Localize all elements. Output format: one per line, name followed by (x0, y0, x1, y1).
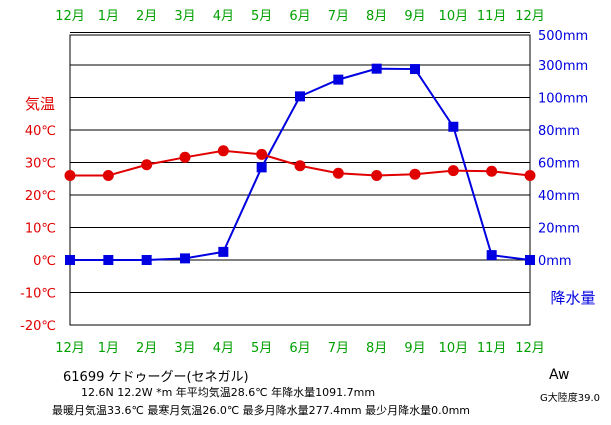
precip-axis-ticks: 500mm 300mm 100mm 80mm 60mm 40mm 20mm 0mm (538, 29, 588, 269)
plot-frame (69, 34, 531, 326)
month-label-bottom: 2月 (136, 341, 157, 356)
month-label-bottom: 3月 (174, 341, 195, 356)
top-month-labels: 12月 1月 2月 3月 4月 5月 6月 7月 8月 9月 10月 11月 12月 (55, 9, 545, 24)
month-label-bottom: 10月 (439, 341, 469, 356)
month-label-bottom: 6月 (289, 341, 310, 356)
temp-point (447, 165, 459, 177)
month-label-top: 2月 (136, 9, 157, 24)
precip-point (525, 255, 535, 265)
month-label-top: 8月 (366, 9, 387, 24)
month-label-top: 12月 (55, 9, 85, 24)
precip-point (65, 255, 75, 265)
month-label-top: 1月 (98, 9, 119, 24)
month-label-bottom: 7月 (328, 341, 349, 356)
temp-axis-ticks: 40℃ 30℃ 20℃ 10℃ 0℃ -10℃ -20℃ (20, 124, 56, 334)
temp-axis-title: 気温 (25, 95, 55, 113)
temp-point (294, 160, 306, 172)
temp-point (141, 159, 153, 171)
temp-tick-label: 20℃ (25, 189, 56, 204)
precip-point (141, 255, 152, 265)
month-label-top: 3月 (174, 9, 195, 24)
temp-point (217, 145, 229, 157)
temp-point (102, 170, 114, 181)
precip-tick-label: 40mm (538, 189, 580, 204)
temp-point (486, 165, 498, 177)
temp-tick-label: 10℃ (25, 222, 56, 237)
continentality-index: G大陸度39.0 (540, 393, 601, 404)
month-label-top: 7月 (328, 9, 349, 24)
temp-tick-label: 40℃ (25, 124, 56, 139)
series-layer (64, 63, 536, 265)
precip-tick-label: 100mm (538, 92, 588, 107)
precip-point (333, 74, 344, 85)
precip-point (218, 246, 229, 257)
precip-point (448, 121, 459, 132)
month-label-top: 12月 (515, 9, 545, 24)
temp-tick-label: -10℃ (20, 287, 56, 302)
temp-point (332, 167, 344, 179)
precip-tick-label: 0mm (538, 254, 572, 269)
temp-tick-label: 0℃ (33, 254, 56, 269)
precip-axis-title: 降水量 (550, 289, 595, 307)
precip-point (295, 91, 305, 102)
precip-point (486, 250, 497, 261)
precip-tick-label: 20mm (538, 222, 580, 237)
precip-tick-label: 80mm (538, 124, 580, 139)
month-label-bottom: 12月 (55, 341, 85, 356)
precip-tick-label: 500mm (538, 29, 588, 44)
temp-point (371, 170, 383, 181)
temp-tick-label: 30℃ (25, 157, 56, 172)
precip-point (371, 63, 382, 74)
month-label-top: 5月 (251, 9, 272, 24)
temp-point (524, 170, 536, 181)
month-label-top: 4月 (213, 9, 234, 24)
month-label-bottom: 9月 (404, 341, 425, 356)
month-label-bottom: 4月 (213, 341, 234, 356)
station-info-line2: 最暖月気温33.6℃ 最寒月気温26.0℃ 最多月降水量277.4mm 最少月降… (52, 404, 471, 417)
month-label-bottom: 8月 (366, 341, 387, 356)
precip-point (410, 64, 420, 75)
station-title: 61699 ケドゥーグー(セネガル) (63, 370, 249, 385)
precip-point (256, 162, 267, 173)
precip-point (180, 253, 190, 264)
month-label-top: 11月 (477, 9, 507, 24)
temp-point (179, 151, 191, 163)
month-label-top: 9月 (404, 9, 425, 24)
month-label-bottom: 12月 (515, 341, 545, 356)
precip-tick-label: 60mm (538, 157, 580, 172)
grid (69, 32, 531, 326)
month-label-bottom: 1月 (98, 341, 119, 356)
bottom-month-labels: 12月 1月 2月 3月 4月 5月 6月 7月 8月 9月 10月 11月 12月 (55, 341, 545, 356)
temp-point (256, 148, 268, 160)
climate-code: Aw (549, 367, 570, 383)
station-info-line1: 12.6N 12.2W *m 年平均気温28.6℃ 年降水量1091.7mm (81, 386, 376, 399)
precip-tick-label: 300mm (538, 59, 588, 74)
month-label-bottom: 11月 (477, 341, 507, 356)
climate-chart: 12月 1月 2月 3月 4月 5月 6月 7月 8月 9月 10月 11月 12月 12月 1月 2月 3月… (20, 9, 595, 356)
month-label-bottom: 5月 (251, 341, 272, 356)
precip-point (103, 255, 114, 265)
temp-point (409, 168, 421, 180)
month-label-top: 10月 (439, 9, 469, 24)
temp-point (64, 170, 76, 181)
temp-tick-label: -20℃ (20, 319, 56, 334)
month-label-top: 6月 (289, 9, 310, 24)
